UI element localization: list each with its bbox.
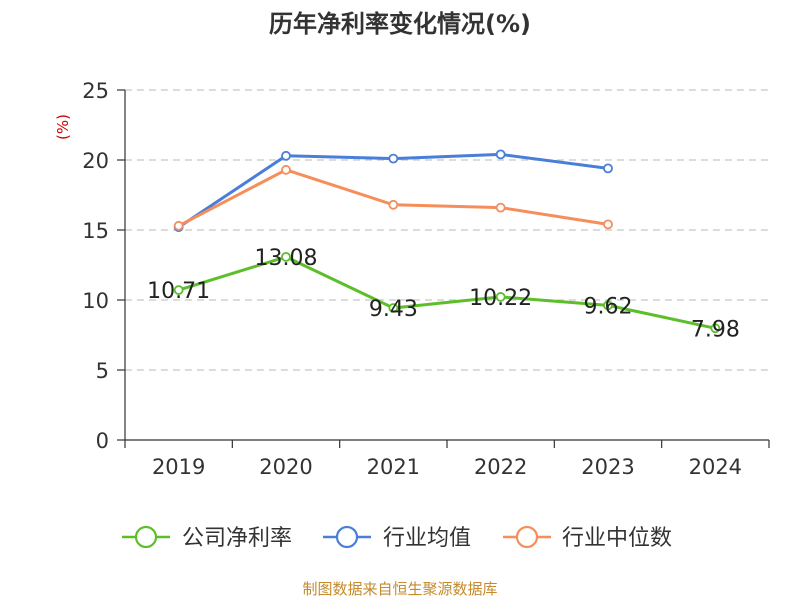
data-point <box>388 199 399 210</box>
y-tick-label: 0 <box>96 429 109 453</box>
y-axis-label: (%) <box>54 114 72 140</box>
x-tick-label: 2019 <box>152 455 205 479</box>
axes: 0 5 10 15 20 25 2019 2020 2021 2022 2023 2024 (%) <box>54 79 770 479</box>
legend-label: 行业均值 <box>383 526 471 551</box>
data-point <box>603 219 613 230</box>
y-tick-label: 25 <box>82 79 109 103</box>
data-labels: 10.71 13.08 9.43 10.22 9.62 7.98 <box>147 246 740 342</box>
legend-item: 行业中位数 <box>503 525 672 551</box>
series-line <box>178 255 716 330</box>
data-label: 9.43 <box>369 297 418 322</box>
y-tick-label: 20 <box>82 149 109 173</box>
y-tick-label: 15 <box>82 219 109 243</box>
source-note: 制图数据来自恒生聚源数据库 <box>302 580 498 598</box>
legend: 公司净利率 行业均值 行业中位数 <box>122 525 672 551</box>
data-point <box>388 153 399 164</box>
data-point <box>281 164 291 175</box>
y-tick-label: 5 <box>96 359 109 383</box>
y-tick-label: 10 <box>82 289 109 313</box>
legend-item: 行业均值 <box>323 525 471 551</box>
legend-marker <box>134 525 158 549</box>
data-point <box>603 300 613 311</box>
data-label: 7.98 <box>691 317 740 342</box>
legend-label: 公司净利率 <box>182 526 292 551</box>
x-tick-label: 2022 <box>474 455 527 479</box>
legend-item: 公司净利率 <box>122 525 292 551</box>
data-label: 9.62 <box>584 294 633 319</box>
series-line <box>177 168 609 228</box>
x-tick-label: 2021 <box>367 455 420 479</box>
data-label: 13.08 <box>255 246 318 271</box>
x-tick-label: 2023 <box>581 455 634 479</box>
legend-label: 行业中位数 <box>562 526 672 551</box>
gridlines <box>125 89 769 371</box>
data-point <box>710 323 721 334</box>
data-point <box>603 163 613 174</box>
x-tick-label: 2020 <box>259 455 312 479</box>
data-label: 10.71 <box>147 279 210 304</box>
data-point <box>495 202 506 213</box>
data-point <box>173 285 184 295</box>
legend-marker <box>335 525 359 549</box>
legend-marker <box>515 525 539 549</box>
data-point <box>495 292 506 302</box>
data-label: 10.22 <box>469 286 532 311</box>
series-layer <box>173 149 721 334</box>
chart-title: 历年净利率变化情况(%) <box>269 10 531 38</box>
data-point <box>495 149 506 160</box>
x-tick-label: 2024 <box>689 455 742 479</box>
data-point <box>173 220 184 231</box>
data-point <box>281 251 291 262</box>
data-point <box>281 150 291 161</box>
data-point <box>388 303 399 313</box>
